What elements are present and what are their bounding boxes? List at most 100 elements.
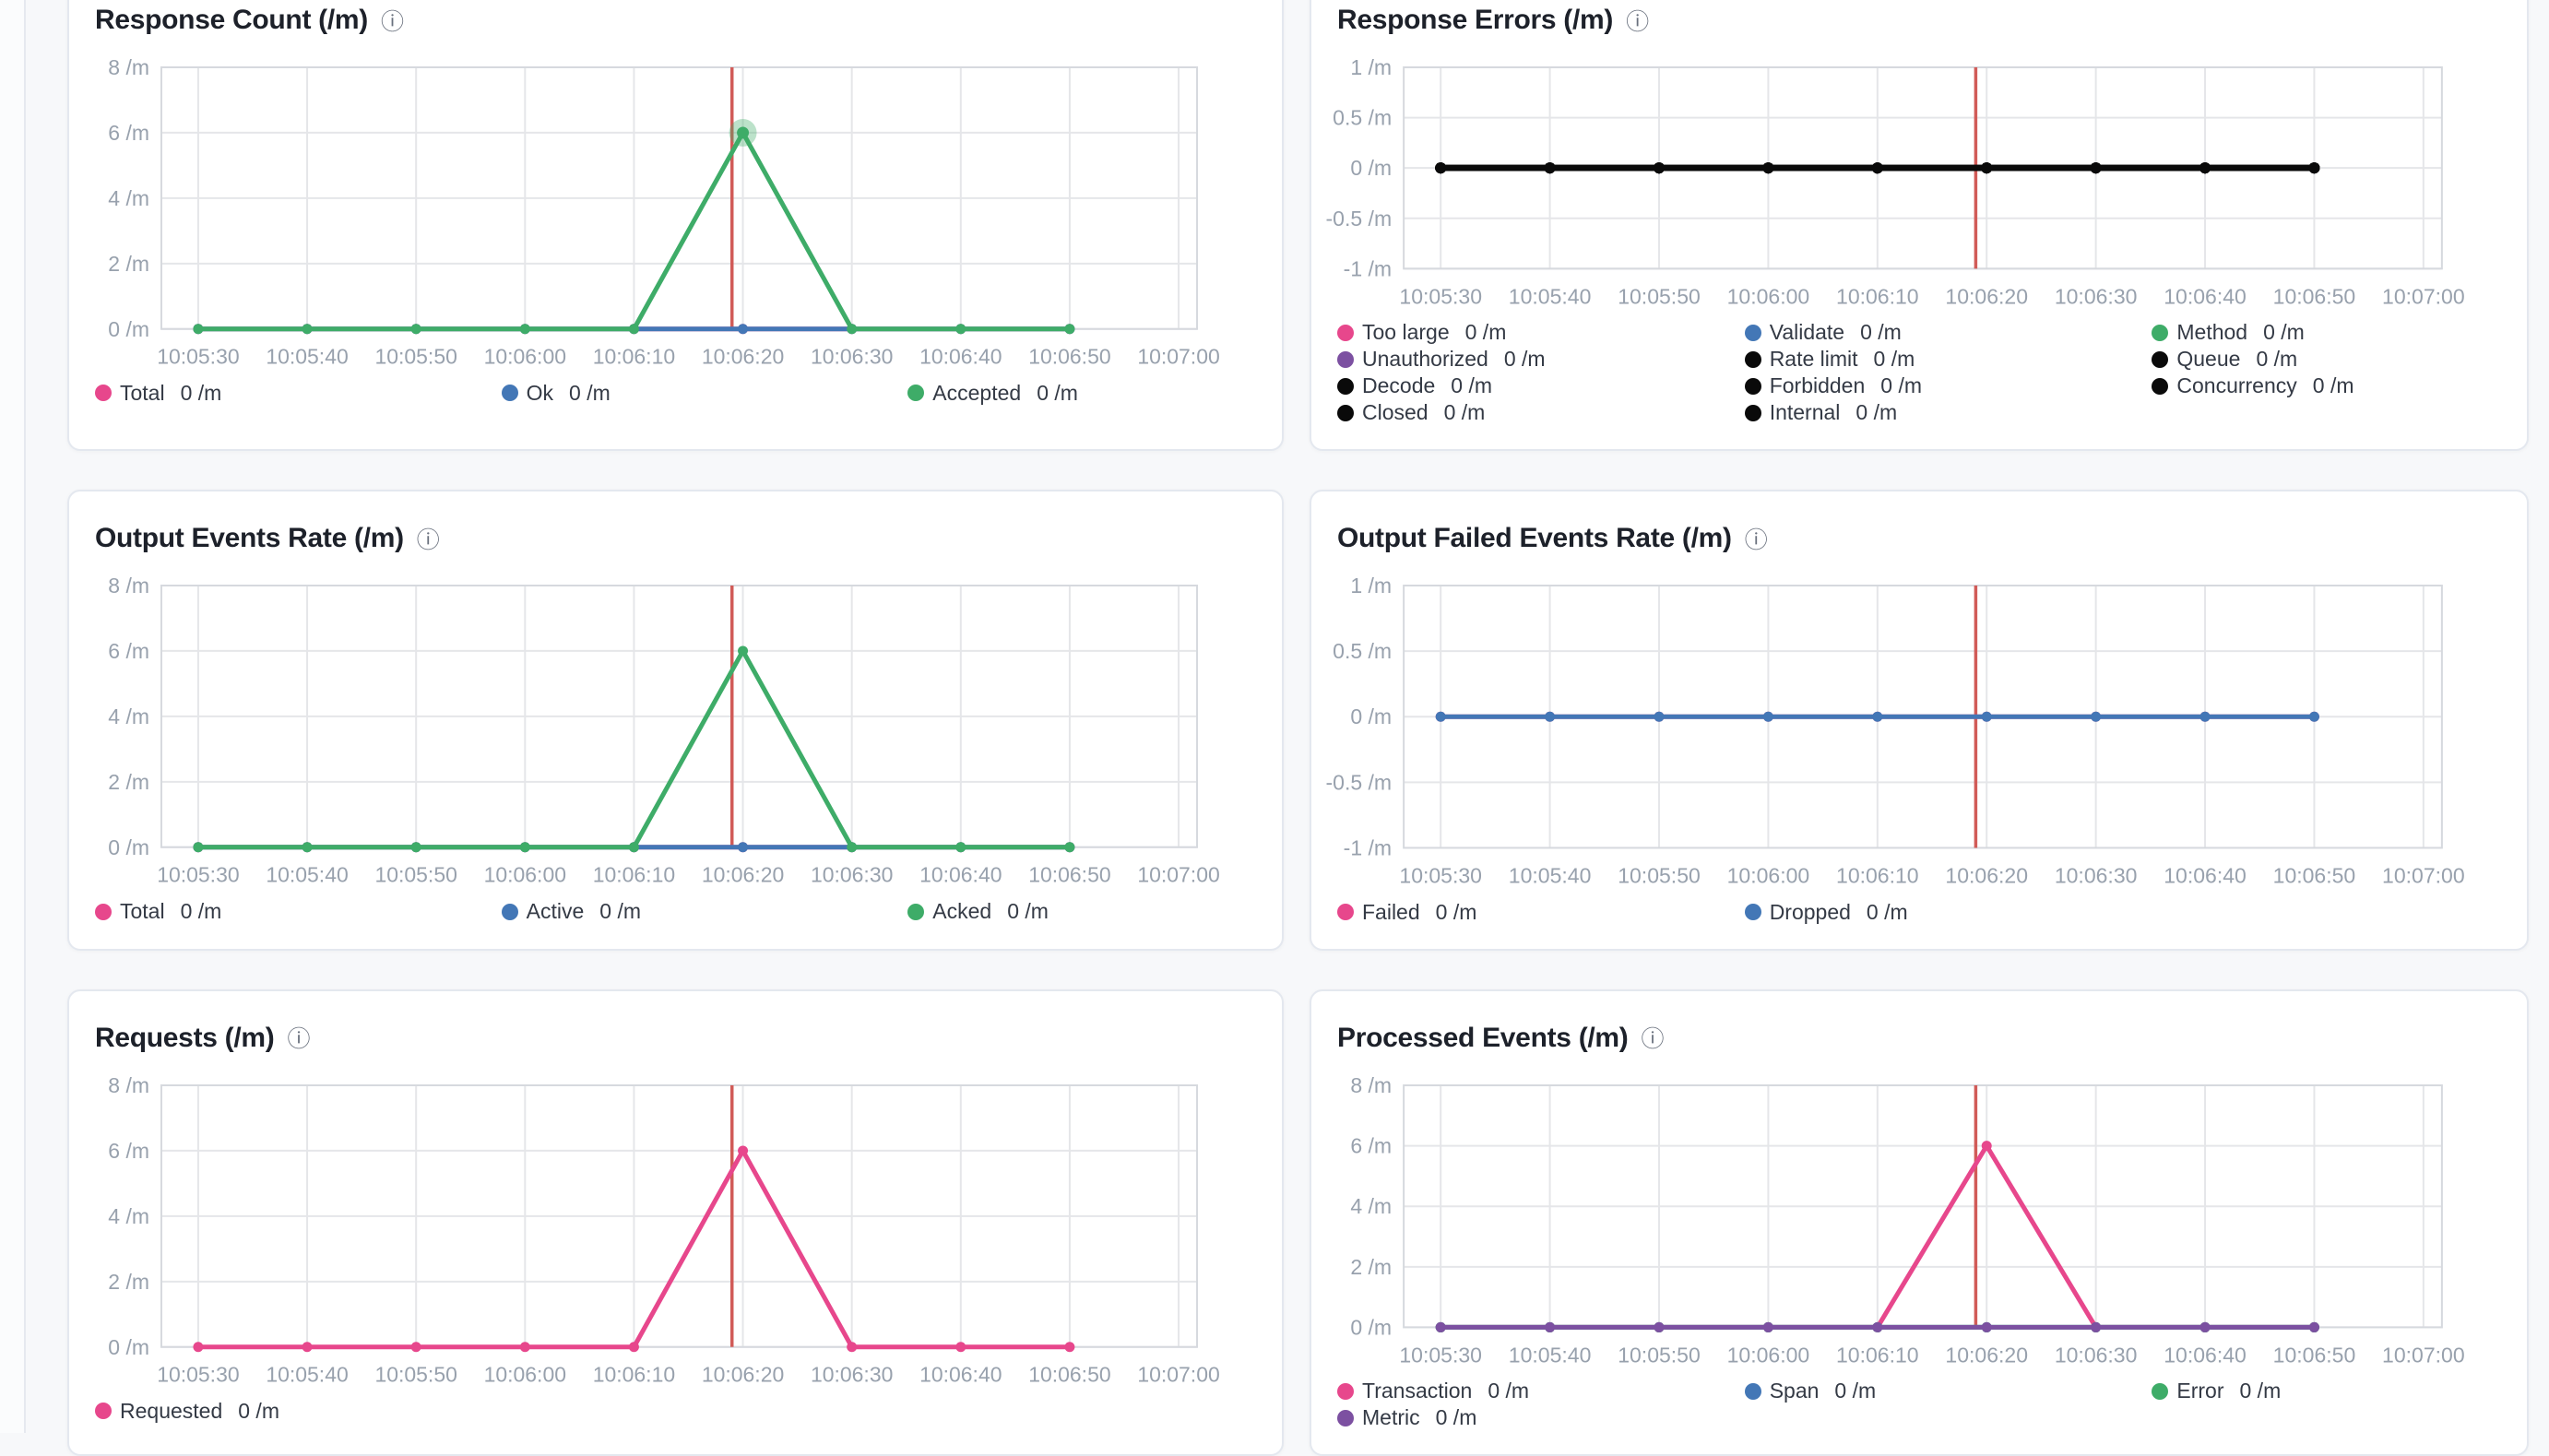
legend-item-ok[interactable]: Ok 0 /m [501,381,908,406]
series-name: Total [120,380,165,405]
data-point-marker [1762,712,1773,723]
chart-canvas-requests[interactable]: 8 /m 6 /m 4 /m 2 /m 0 /m 10:05:30 10:05:40 10:0… [95,1073,1256,1391]
data-point-marker [302,324,313,335]
info-icon[interactable]: ⓘ [416,526,440,553]
chart-card-processed-events: Processed Events (/m) ⓘ 8 /m 6 /m 4 /m 2 /m… [1310,988,2529,1456]
series-color-dot [1744,350,1761,368]
y-axis-tick-label: 6 /m [108,121,149,145]
legend-item-forbidden[interactable]: Forbidden 0 /m [1744,373,2152,398]
chart-plot-requests[interactable]: 8 /m 6 /m 4 /m 2 /m 0 /m 10:05:30 10:05:40 10:0… [95,1073,1256,1391]
info-icon[interactable]: ⓘ [380,7,404,35]
x-axis-tick-label: 10:05:50 [374,345,456,369]
y-axis-tick-label: 4 /m [108,704,149,728]
dashboard-grid: Response Count (/m) ⓘ 8 /m 6 /m 4 /m 2 /m 0 … [67,0,2529,1456]
legend-item-queue[interactable]: Queue 0 /m [2152,347,2501,372]
chart-card-output-events-rate: Output Events Rate (/m) ⓘ 8 /m 6 /m 4 /m 2 … [67,490,1284,951]
legend-item-unauthorized[interactable]: Unauthorized 0 /m [1337,347,1745,372]
legend-item-method[interactable]: Method 0 /m [2152,320,2501,345]
info-icon[interactable]: ⓘ [1641,1025,1665,1053]
series-name: Dropped [1769,899,1851,924]
data-point-marker [2199,712,2211,723]
chart-title: Output Events Rate (/m) [95,523,404,554]
legend-item-dropped[interactable]: Dropped 0 /m [1744,899,2152,925]
info-icon[interactable]: ⓘ [1626,7,1650,35]
chart-header: Requests (/m) ⓘ [95,1023,1256,1054]
legend-item-validate[interactable]: Validate 0 /m [1744,320,2152,345]
legend-item-concurrency[interactable]: Concurrency 0 /m [2152,373,2501,398]
data-point-marker [193,1342,204,1353]
x-axis-tick-label: 10:06:30 [2055,864,2138,888]
series-name: Forbidden [1769,373,1866,398]
legend-item-span[interactable]: Span 0 /m [1744,1379,2152,1403]
legend-item-too-large[interactable]: Too large 0 /m [1337,320,1745,345]
data-point-marker [2308,712,2319,723]
x-axis-tick-label: 10:05:40 [266,863,348,887]
legend-item-internal[interactable]: Internal 0 /m [1744,400,2152,425]
legend-item-active[interactable]: Active 0 /m [501,899,908,924]
y-axis-tick-label: 8 /m [108,574,149,598]
series-value: 0 /m [2312,373,2354,398]
chart-canvas-response-count[interactable]: 8 /m 6 /m 4 /m 2 /m 0 /m 10:05:30 10:05:40 10:0… [95,55,1256,373]
series-color-dot [95,385,112,402]
info-icon[interactable]: ⓘ [1744,526,1768,553]
chart-canvas-processed-events[interactable]: 8 /m 6 /m 4 /m 2 /m 0 /m 10:05:30 10:05:40 10:0… [1337,1073,2501,1372]
y-axis-tick-label: -1 /m [1344,836,1392,860]
series-value: 0 /m [1860,320,1902,345]
series-name: Method [2176,320,2248,345]
chart-canvas-output-failed-events-rate[interactable]: 1 /m 0.5 /m 0 /m -0.5 /m -1 /m 10:05:30 10:05:… [1325,574,2501,893]
legend-item-acked[interactable]: Acked 0 /m [907,899,1256,924]
series-name: Validate [1769,320,1845,345]
legend-item-accepted[interactable]: Accepted 0 /m [907,381,1256,406]
x-axis-tick-label: 10:06:20 [702,863,784,887]
series-value: 0 /m [1435,899,1477,924]
x-axis-tick-label: 10:06:40 [919,1363,1002,1387]
legend-item-decode[interactable]: Decode 0 /m [1337,373,1745,398]
series-name: Total [120,899,165,924]
x-axis-tick-label: 10:06:20 [1945,1343,2028,1367]
series-value: 0 /m [1488,1379,1530,1403]
legend-item-closed[interactable]: Closed 0 /m [1337,400,1745,425]
data-point-marker [1981,712,1992,723]
legend-item-requested[interactable]: Requested 0 /m [95,1399,502,1424]
data-point-marker [519,842,530,853]
legend-item-transaction[interactable]: Transaction 0 /m [1337,1379,1745,1403]
legend-item-total[interactable]: Total 0 /m [95,381,502,406]
series-color-dot [1744,404,1761,421]
chart-plot-response-count[interactable]: 8 /m 6 /m 4 /m 2 /m 0 /m 10:05:30 10:05:40 10:0… [95,55,1256,373]
series-value: 0 /m [2256,347,2298,372]
x-axis-tick-label: 10:06:50 [1028,863,1110,887]
y-axis-tick-label: 8 /m [1350,1073,1392,1097]
series-value: 0 /m [2263,320,2305,345]
y-axis-tick-label: 0 /m [1350,705,1392,729]
series-name: Error [2176,1379,2224,1403]
x-axis-tick-label: 10:06:30 [811,863,893,887]
legend-item-metric[interactable]: Metric 0 /m [1337,1405,1745,1430]
x-axis-tick-label: 10:06:20 [702,1363,784,1387]
series-value: 0 /m [599,899,642,924]
x-axis-tick-label: 10:05:30 [157,863,239,887]
legend-item-rate-limit[interactable]: Rate limit 0 /m [1744,347,2152,372]
x-axis-tick-label: 10:06:50 [1028,1363,1110,1387]
y-axis-tick-label: 2 /m [108,770,149,794]
data-point-marker [738,1145,749,1156]
data-point-marker [628,842,639,853]
legend-item-failed[interactable]: Failed 0 /m [1337,900,1745,925]
x-axis-tick-label: 10:06:00 [1727,284,1810,308]
chart-canvas-response-errors[interactable]: 1 /m 0.5 /m 0 /m -0.5 /m -1 /m 10:05:30 10:05:… [1325,55,2501,313]
chart-plot-output-failed-events-rate[interactable]: 1 /m 0.5 /m 0 /m -0.5 /m -1 /m 10:05:30 10:05:… [1325,574,2501,893]
chart-plot-output-events-rate[interactable]: 8 /m 6 /m 4 /m 2 /m 0 /m 10:05:30 10:05:40 10:0… [95,574,1256,892]
series-color-dot [1744,904,1761,921]
y-axis-tick-label: 4 /m [108,186,149,210]
series-name: Closed [1362,400,1429,425]
series-value: 0 /m [1880,373,1922,398]
data-point-marker [847,842,858,853]
legend-item-error[interactable]: Error 0 /m [2152,1379,2501,1403]
chart-canvas-output-events-rate[interactable]: 8 /m 6 /m 4 /m 2 /m 0 /m 10:05:30 10:05:40 10:0… [95,574,1256,892]
y-axis-tick-label: -1 /m [1344,256,1392,280]
chart-plot-processed-events[interactable]: 8 /m 6 /m 4 /m 2 /m 0 /m 10:05:30 10:05:40 10:0… [1337,1073,2501,1372]
y-axis-tick-label: 8 /m [108,1073,149,1097]
x-axis-tick-label: 10:06:10 [1836,864,1919,888]
chart-plot-response-errors[interactable]: 1 /m 0.5 /m 0 /m -0.5 /m -1 /m 10:05:30 10:05:… [1325,55,2501,313]
info-icon[interactable]: ⓘ [287,1025,311,1053]
legend-item-total[interactable]: Total 0 /m [95,899,502,924]
